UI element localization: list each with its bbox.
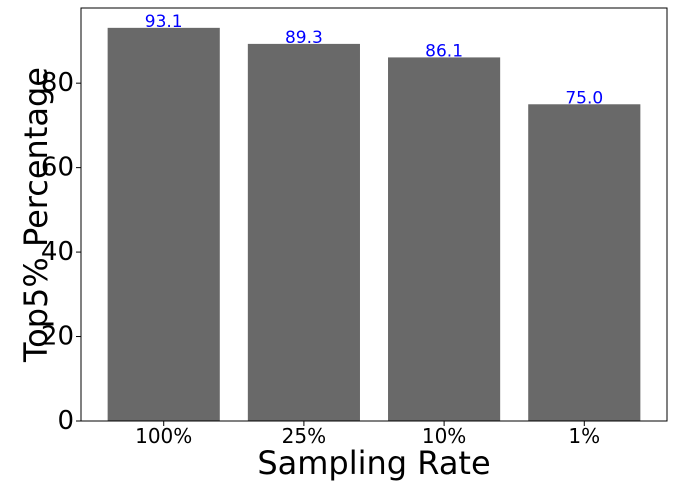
- y-tick-label: 20: [41, 322, 74, 352]
- y-tick-label: 0: [57, 406, 74, 436]
- x-tick-label: 1%: [568, 424, 600, 448]
- bar: [528, 104, 641, 421]
- x-tick-label: 10%: [422, 424, 466, 448]
- y-tick-label: 40: [41, 237, 74, 267]
- bar: [388, 57, 501, 421]
- plot-area-frame: [80, 7, 668, 422]
- y-axis-label: Top5% Percentage: [17, 67, 55, 363]
- y-axis: 0 20 40 60 80: [41, 68, 81, 436]
- value-label: 75.0: [565, 88, 603, 108]
- x-tick-label: 25%: [282, 424, 326, 448]
- value-label: 93.1: [145, 12, 183, 32]
- x-axis-label: Sampling Rate: [257, 444, 490, 482]
- x-tick-label: 100%: [135, 424, 192, 448]
- y-tick-label: 60: [41, 153, 74, 183]
- x-axis: 100% 25% 10% 1%: [135, 421, 600, 448]
- y-tick-label: 80: [41, 68, 74, 98]
- bars: [107, 27, 641, 421]
- value-label: 89.3: [285, 28, 323, 48]
- value-labels: 93.1 89.3 86.1 75.0: [145, 12, 603, 108]
- bar: [107, 27, 220, 421]
- value-label: 86.1: [425, 41, 463, 61]
- bar: [247, 43, 360, 421]
